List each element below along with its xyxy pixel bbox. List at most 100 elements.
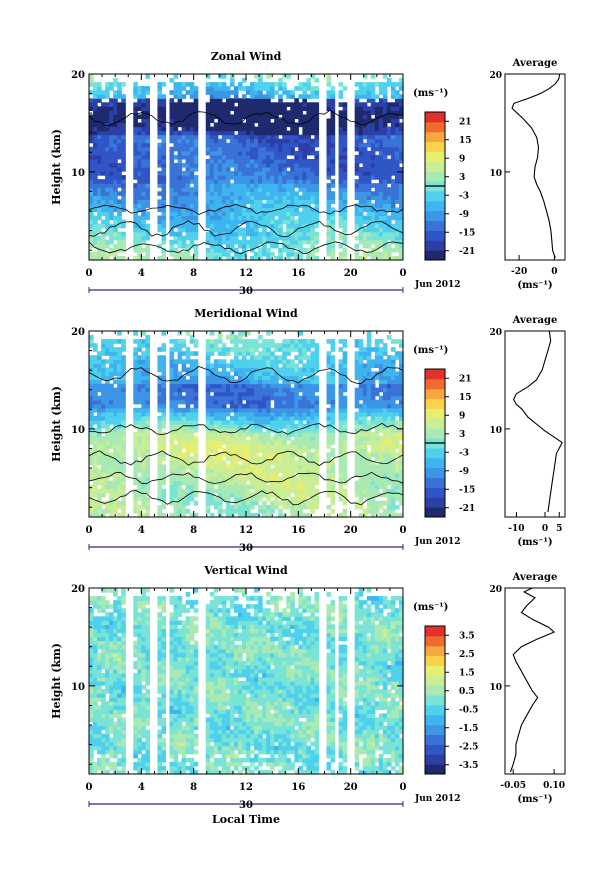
heatmap-cell [241, 428, 247, 433]
heatmap-cell [241, 387, 247, 393]
heatmap-cell [398, 122, 404, 128]
heatmap-cell [302, 496, 307, 502]
heatmap-cell [274, 118, 279, 124]
heatmap-cell [209, 134, 215, 140]
heatmap-cell [109, 444, 114, 449]
heatmap-cell [286, 464, 291, 470]
heatmap-cell [93, 154, 98, 160]
heatmap-cell [221, 183, 227, 188]
heatmap-cell [246, 243, 251, 249]
heatmap-cell [221, 419, 227, 425]
heatmap-cell [274, 399, 279, 405]
heatmap-cell [189, 138, 195, 144]
heatmap-cell [141, 142, 146, 148]
heatmap-cell [185, 142, 191, 148]
heatmap-cell [181, 343, 187, 348]
heatmap-cell [262, 146, 267, 152]
heatmap-cell [193, 444, 199, 449]
heatmap-cell [185, 187, 191, 192]
heatmap-cell [169, 175, 175, 180]
heatmap-cell [374, 106, 380, 111]
heatmap-cell [246, 367, 251, 373]
heatmap-cell [370, 203, 376, 209]
heatmap-cell [141, 191, 146, 196]
heatmap-cell [169, 492, 175, 498]
heatmap-cell [250, 432, 255, 437]
heatmap-cell [314, 179, 320, 184]
heatmap-cell [193, 456, 199, 461]
heatmap-cell [161, 175, 167, 180]
heatmap-cell [262, 419, 267, 425]
heatmap-cell [270, 167, 275, 172]
heatmap-cell [169, 126, 175, 132]
heatmap-cell [306, 359, 312, 364]
heatmap-cell [398, 114, 404, 120]
heatmap-cell [89, 150, 94, 156]
heatmap-cell [225, 387, 231, 393]
heatmap-cell [89, 363, 94, 368]
heatmap-cell [221, 130, 227, 136]
heatmap-cell [241, 138, 247, 144]
heatmap-cell [117, 403, 122, 409]
heatmap-cell [302, 122, 307, 128]
heatmap-cell [173, 476, 179, 482]
heatmap-cell [169, 440, 175, 445]
heatmap-cell [229, 387, 235, 393]
heatmap-cell [177, 235, 183, 241]
heatmap-cell [382, 114, 388, 120]
heatmap-cell [177, 407, 183, 413]
heatmap-cell [302, 219, 307, 225]
heatmap-cell [233, 343, 239, 348]
heatmap-cell [217, 191, 223, 196]
heatmap-cell [290, 114, 295, 120]
heatmap-cell [266, 150, 271, 156]
heatmap-cell [137, 343, 142, 348]
heatmap-cell [189, 488, 195, 494]
heatmap-cell [270, 122, 275, 128]
heatmap-cell [93, 359, 98, 364]
heatmap-cell [117, 351, 122, 356]
heatmap-cell [250, 355, 255, 360]
heatmap-cell [157, 468, 163, 474]
heatmap-cell [246, 331, 251, 336]
heatmap-cell [254, 98, 259, 103]
heatmap-cell [221, 86, 227, 91]
heatmap-cell [117, 122, 122, 128]
heatmap-cell [294, 191, 299, 196]
heatmap-cell [398, 150, 404, 156]
heatmap-cell [286, 424, 291, 429]
heatmap-cell [113, 251, 118, 257]
colorbar-swatch [425, 131, 445, 143]
heatmap-cell [229, 126, 235, 132]
heatmap-cell [362, 187, 368, 192]
heatmap-cell [338, 195, 344, 200]
heatmap-cell [117, 399, 122, 405]
heatmap-cell [338, 432, 344, 437]
heatmap-cell [157, 347, 163, 352]
heatmap-cell [386, 114, 392, 120]
heatmap-cell [314, 183, 320, 188]
heatmap-cell [390, 94, 396, 99]
heatmap-cell [105, 480, 110, 486]
heatmap-cell [342, 379, 348, 385]
heatmap-cell [93, 403, 98, 409]
heatmap-cell [258, 150, 263, 156]
heatmap-cell [241, 211, 247, 217]
heatmap-cell [117, 94, 122, 99]
heatmap-cell [254, 472, 259, 478]
heatmap-cell [314, 387, 320, 393]
heatmap-cell [109, 339, 114, 344]
heatmap-cell [181, 243, 187, 249]
heatmap-cell [89, 175, 94, 180]
heatmap-cell [89, 138, 94, 144]
heatmap-cell [274, 142, 279, 148]
heatmap-cell [342, 476, 348, 482]
heatmap-cell [237, 432, 243, 437]
heatmap-cell [189, 94, 195, 99]
heatmap-cell [213, 98, 219, 103]
heatmap-cell [298, 415, 303, 421]
heatmap-cell [237, 171, 243, 176]
heatmap-cell [314, 239, 320, 245]
heatmap-cell [382, 146, 388, 152]
heatmap-cell [209, 98, 215, 103]
